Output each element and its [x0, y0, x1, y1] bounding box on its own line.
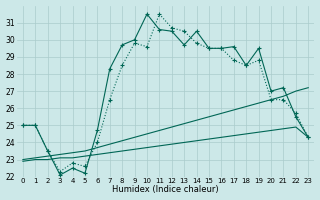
X-axis label: Humidex (Indice chaleur): Humidex (Indice chaleur) — [112, 185, 219, 194]
